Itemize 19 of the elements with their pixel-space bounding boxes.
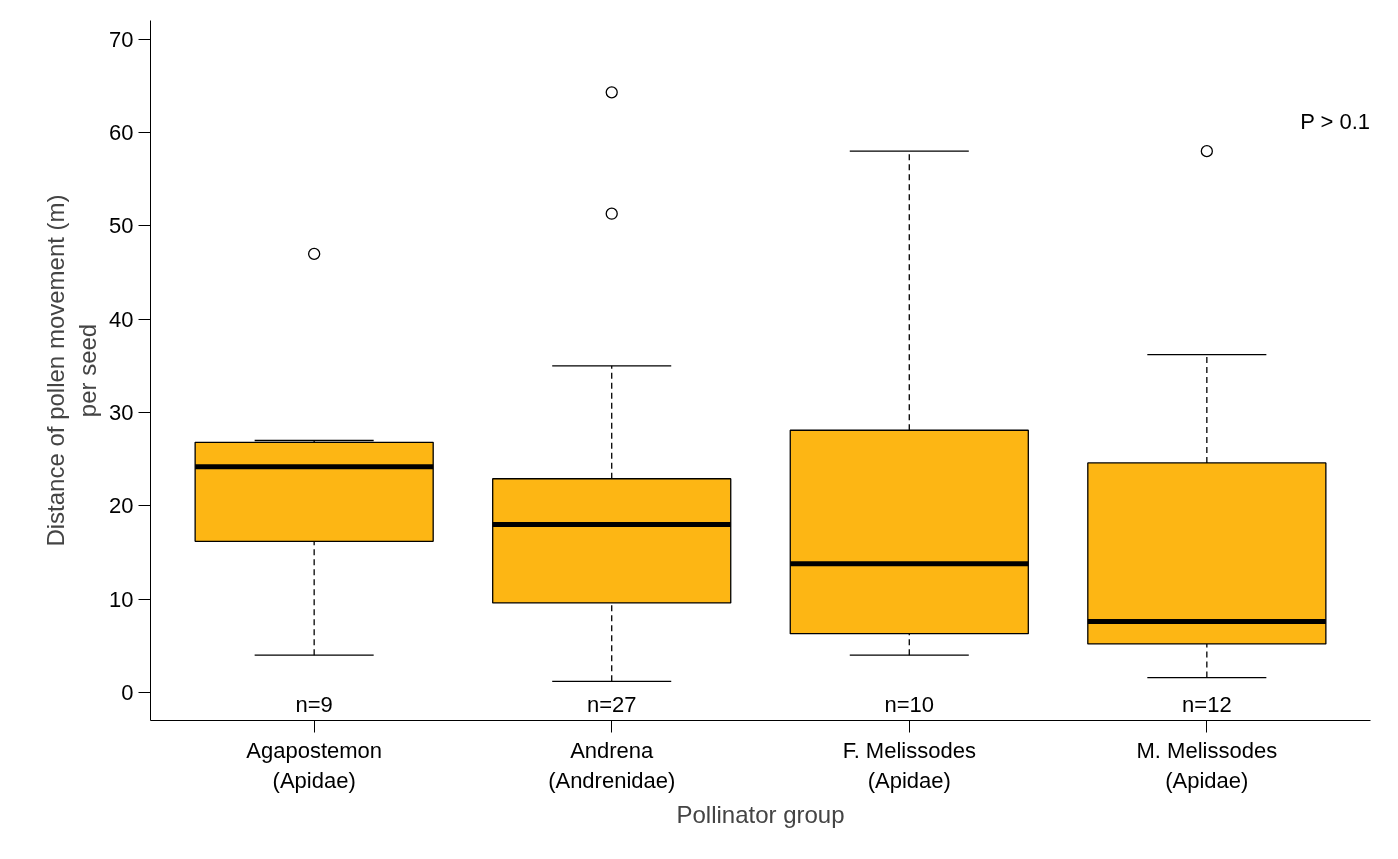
y-axis-title: Distance of pollen movement (m) per seed <box>41 194 102 547</box>
annotation: P > 0.1 <box>1300 108 1371 134</box>
annotation: n=10 <box>884 691 935 717</box>
x-tick-label: Agapostemon (Apidae) <box>246 737 383 793</box>
x-tick-label: F. Melissodes (Apidae) <box>842 737 976 793</box>
y-tick-label: 40 <box>109 306 134 332</box>
x-tick-label: M. Melissodes (Apidae) <box>1136 737 1278 793</box>
y-tick-label: 0 <box>121 680 134 705</box>
annotation: n=27 <box>586 691 637 717</box>
y-tick-label: 20 <box>109 493 134 519</box>
x-tick-label: Andrena (Andrenidae) <box>548 737 676 793</box>
y-tick-label: 10 <box>109 586 134 612</box>
y-tick-label: 50 <box>109 213 134 239</box>
y-tick-label: 70 <box>109 26 134 52</box>
y-tick-label: 60 <box>109 120 134 145</box>
annotation: n=9 <box>295 691 333 717</box>
x-axis-title: Pollinator group <box>676 800 845 828</box>
annotation: n=12 <box>1182 691 1232 717</box>
y-tick-label: 30 <box>109 400 134 425</box>
